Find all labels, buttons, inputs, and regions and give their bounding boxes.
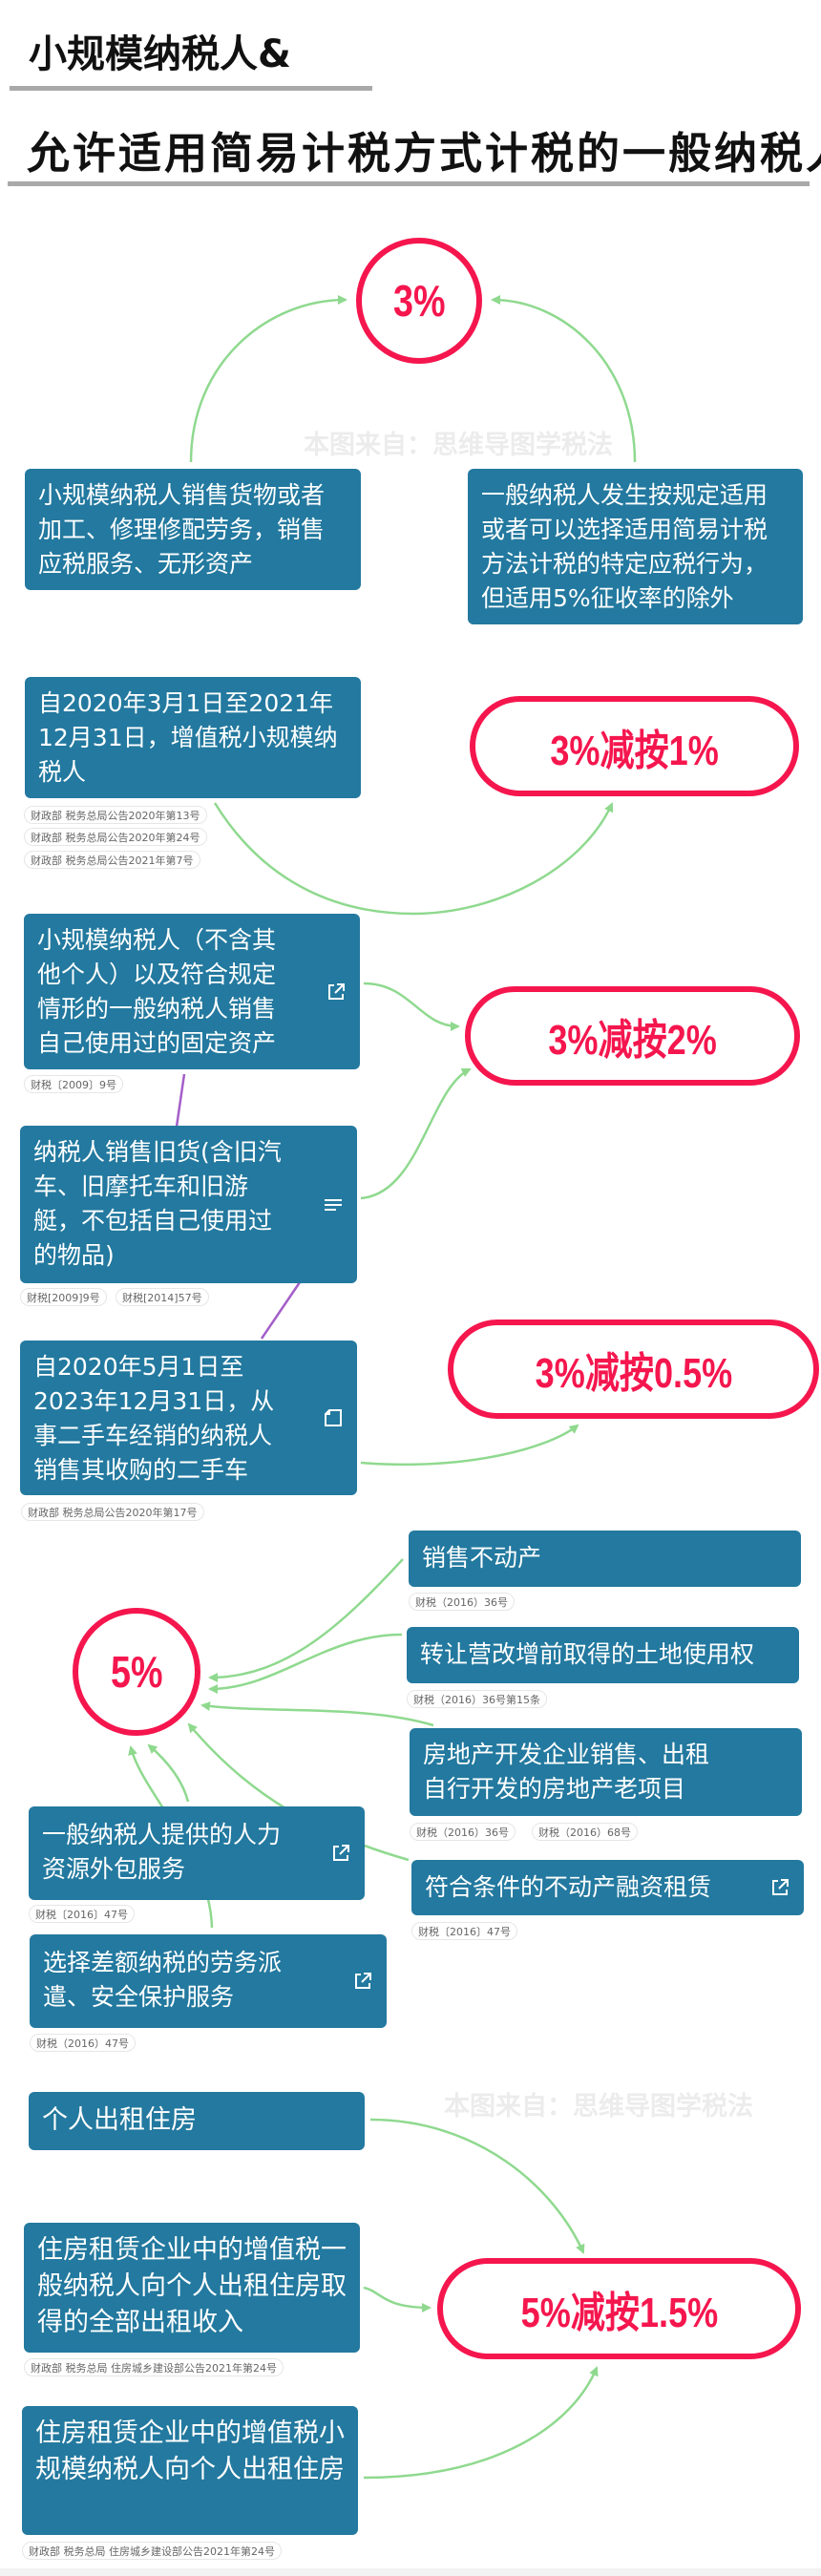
- connector-line: [260, 1281, 302, 1340]
- external-link-icon[interactable]: [352, 1971, 373, 1992]
- rate-label: 5%: [110, 1647, 163, 1697]
- reference-tag[interactable]: 财税〔2016〕47号: [29, 1905, 135, 1923]
- node-text: 一般纳税人发生按规定适用或者可以选择适用简易计税方法计税的特定应税行为，但适用5…: [481, 481, 768, 612]
- title-divider-1: [10, 86, 372, 91]
- node-text: 销售不动产: [422, 1544, 542, 1572]
- node-text: 转让营改增前取得的土地使用权: [420, 1640, 755, 1668]
- rate-05pct-node[interactable]: 3%减按0.5%: [448, 1320, 819, 1419]
- external-link-icon[interactable]: [330, 1843, 351, 1864]
- footer-strip: [0, 2568, 821, 2576]
- land-use-rights-node[interactable]: 转让营改增前取得的土地使用权: [407, 1627, 799, 1683]
- arrow-fixed-assets-to-2pct: [363, 982, 460, 1031]
- title-line-1: 小规模纳税人&: [29, 32, 291, 76]
- reference-tag[interactable]: 财税[2014]57号: [116, 1288, 209, 1306]
- small-scale-2020-node[interactable]: 自2020年3月1日至2021年12月31日，增值税小规模纳税人: [25, 677, 361, 798]
- reference-tag[interactable]: 财税（2016）36号第15条: [407, 1690, 547, 1708]
- used-cars-node[interactable]: 自2020年5月1日至2023年12月31日，从事二手车经销的纳税人销售其收购的…: [20, 1341, 357, 1495]
- reference-tag[interactable]: 财税〔2009〕9号: [24, 1075, 123, 1093]
- rate-2pct-node[interactable]: 3%减按2%: [465, 986, 800, 1086]
- node-text: 纳税人销售旧货(含旧汽车、旧摩托车和旧游艇，不包括自己使用过的物品): [33, 1138, 282, 1269]
- reference-tag[interactable]: 财政部 税务总局 住房城乡建设部公告2021年第24号: [22, 2542, 282, 2560]
- general-taxpayer-rental-node[interactable]: 住房租赁企业中的增值税一般纳税人向个人出租住房取得的全部出租收入: [24, 2223, 360, 2353]
- personal-rental-node[interactable]: 个人出租住房: [29, 2092, 365, 2150]
- developer-old-projects-node[interactable]: 房地产开发企业销售、出租自行开发的房地产老项目: [410, 1728, 802, 1816]
- node-text: 小规模纳税人（不含其他个人）以及符合规定情形的一般纳税人销售自己使用过的固定资产: [37, 926, 277, 1057]
- reference-tag[interactable]: 财政部 税务总局公告2020年第17号: [21, 1503, 204, 1521]
- general-taxpayer-node[interactable]: 一般纳税人发生按规定适用或者可以选择适用简易计税方法计税的特定应税行为，但适用5…: [468, 469, 803, 624]
- arrow-to-1pct: [213, 802, 614, 916]
- used-goods-node[interactable]: 纳税人销售旧货(含旧汽车、旧摩托车和旧游艇，不包括自己使用过的物品): [20, 1126, 357, 1283]
- external-link-icon[interactable]: [326, 982, 347, 1003]
- note-icon[interactable]: [323, 1407, 344, 1428]
- arrow-developer-to-5pct: [200, 1701, 434, 1727]
- small-scale-rental-node[interactable]: 住房租赁企业中的增值税小规模纳税人向个人出租住房: [22, 2406, 358, 2535]
- rate-label: 3%: [392, 276, 446, 326]
- hr-outsourcing-node[interactable]: 一般纳税人提供的人力资源外包服务: [29, 1806, 365, 1900]
- rate-label: 3%减按0.5%: [535, 1350, 732, 1397]
- sell-real-estate-node[interactable]: 销售不动产: [409, 1531, 801, 1587]
- node-text: 自2020年5月1日至2023年12月31日，从事二手车经销的纳税人销售其收购的…: [33, 1353, 275, 1484]
- fixed-assets-node[interactable]: 小规模纳税人（不含其他个人）以及符合规定情形的一般纳税人销售自己使用过的固定资产: [24, 914, 360, 1069]
- reference-tag[interactable]: 财税（2016）36号: [409, 1593, 515, 1611]
- node-text: 住房租赁企业中的增值税小规模纳税人向个人出租住房: [35, 2418, 345, 2484]
- title-line-2: 允许适用简易计税方式计税的一般纳税人: [27, 128, 821, 179]
- labor-dispatch-node[interactable]: 选择差额纳税的劳务派遣、安全保护服务: [30, 1934, 387, 2028]
- rate-label: 3%减按1%: [550, 727, 719, 774]
- reference-tag[interactable]: 财政部 税务总局公告2021年第7号: [24, 851, 200, 869]
- rate-1pct-node[interactable]: 3%减按1%: [470, 696, 799, 796]
- node-text: 房地产开发企业销售、出租自行开发的房地产老项目: [423, 1741, 710, 1803]
- node-text: 符合条件的不动产融资租赁: [425, 1873, 712, 1901]
- watermark: 本图来自：思维导图学税法: [444, 2092, 753, 2122]
- reference-tag[interactable]: 财税〔2016〕47号: [411, 1922, 517, 1940]
- rate-5pct-node[interactable]: 5%: [73, 1608, 200, 1736]
- reference-tag[interactable]: 财政部 税务总局公告2020年第24号: [24, 828, 207, 846]
- rate-label: 5%减按1.5%: [520, 2290, 718, 2336]
- arrow-right-to-3pct: [491, 295, 637, 463]
- node-text: 小规模纳税人销售货物或者加工、修理修配劳务，销售应税服务、无形资产: [38, 481, 326, 578]
- arrow-used-cars-to-05pct: [360, 1424, 579, 1466]
- rate-3pct-node[interactable]: 3%: [356, 238, 482, 364]
- arrow-general-rent-to-15pct: [363, 2286, 432, 2312]
- arrow-real-estate-to-5pct: [208, 1558, 404, 1682]
- reference-tag[interactable]: 财税[2009]9号: [20, 1288, 107, 1306]
- external-link-icon[interactable]: [769, 1877, 790, 1898]
- reference-tag[interactable]: 财政部 税务总局公告2020年第13号: [24, 806, 207, 824]
- arrow-small-rent-to-15pct: [363, 2366, 599, 2480]
- small-scale-taxpayer-node[interactable]: 小规模纳税人销售货物或者加工、修理修配劳务，销售应税服务、无形资产: [25, 469, 361, 590]
- title-divider-2: [8, 181, 810, 186]
- arrow-land-use-to-5pct: [208, 1633, 403, 1694]
- node-text: 选择差额纳税的劳务派遣、安全保护服务: [43, 1949, 283, 2011]
- node-text: 自2020年3月1日至2021年12月31日，增值税小规模纳税人: [38, 689, 338, 786]
- node-text: 一般纳税人提供的人力资源外包服务: [42, 1821, 282, 1883]
- reference-tag[interactable]: 财政部 税务总局 住房城乡建设部公告2021年第24号: [24, 2358, 284, 2376]
- node-text: 住房租赁企业中的增值税一般纳税人向个人出租住房取得的全部出租收入: [37, 2235, 347, 2337]
- arrow-hr-to-5pct: [147, 1743, 190, 1803]
- financial-leasing-node[interactable]: 符合条件的不动产融资租赁: [411, 1860, 804, 1915]
- arrow-personal-rent-to-15pct: [369, 2118, 585, 2254]
- connector-line: [175, 1073, 186, 1128]
- reference-tag[interactable]: 财税（2016）47号: [30, 2034, 136, 2052]
- notes-icon[interactable]: [323, 1194, 344, 1215]
- reference-tag[interactable]: 财税（2016）68号: [532, 1823, 638, 1841]
- rate-15pct-node[interactable]: 5%减按1.5%: [437, 2258, 801, 2359]
- arrow-used-goods-to-2pct: [360, 1067, 472, 1200]
- arrow-left-to-3pct: [189, 295, 347, 463]
- rate-label: 3%减按2%: [548, 1017, 717, 1064]
- reference-tag[interactable]: 财税（2016）36号: [410, 1823, 516, 1841]
- node-text: 个人出租住房: [42, 2105, 197, 2135]
- watermark: 本图来自：思维导图学税法: [304, 431, 613, 460]
